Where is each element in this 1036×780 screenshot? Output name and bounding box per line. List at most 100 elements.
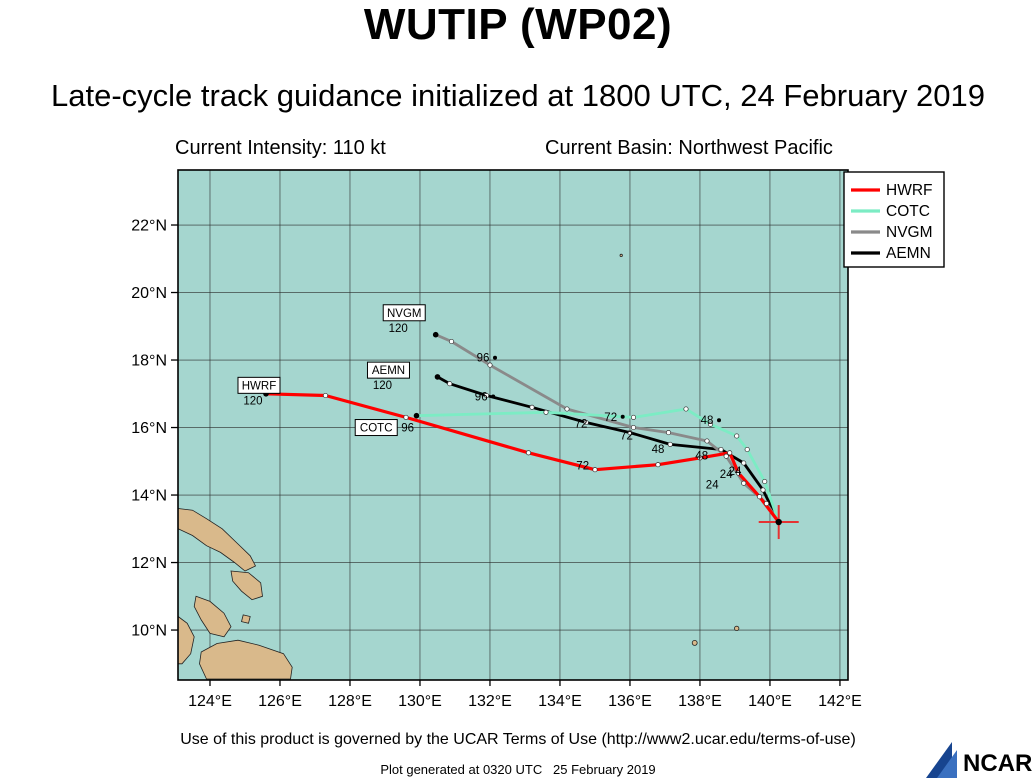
svg-text:48: 48	[652, 444, 665, 456]
track-endpoint-dot	[413, 412, 420, 419]
track-point-dot	[403, 414, 409, 420]
track-point-dot	[487, 362, 493, 368]
track-endpoint-dot	[434, 374, 441, 380]
islet	[734, 625, 740, 631]
track-point-dot	[704, 438, 710, 444]
legend-label: COTC	[886, 203, 930, 220]
x-tick-label: 134°E	[538, 693, 582, 710]
svg-text:HWRF: HWRF	[242, 380, 277, 392]
islet	[691, 639, 698, 646]
legend-label: HWRF	[886, 182, 933, 199]
legend-label: NVGM	[886, 224, 933, 241]
track-point-dot	[718, 446, 724, 453]
svg-text:96: 96	[475, 392, 488, 404]
track-point-dot	[667, 441, 673, 447]
track-point-dot	[727, 450, 733, 456]
track-point-dot	[322, 392, 329, 399]
initial-position-marker	[758, 505, 799, 540]
islet	[619, 253, 623, 258]
plot-border	[177, 169, 849, 681]
svg-text:120: 120	[243, 395, 262, 407]
map-sea	[178, 170, 848, 680]
y-tick-label: 12°N	[131, 555, 167, 572]
x-tick-label: 130°E	[398, 693, 442, 710]
terms-of-use-text: Use of this product is governed by the U…	[180, 731, 856, 748]
svg-text:120: 120	[373, 380, 392, 392]
track-point-dot	[525, 450, 532, 456]
svg-text:96: 96	[401, 423, 414, 435]
track-endpoint-dot	[432, 331, 439, 338]
track-point-dot	[763, 500, 770, 507]
track-point-dot	[592, 467, 598, 473]
x-tick-label: 132°E	[468, 693, 512, 710]
current-intensity-label: Current Intensity: 110 kt	[175, 137, 386, 159]
track-point-dot	[756, 494, 763, 500]
x-tick-label: 136°E	[608, 693, 652, 710]
legend: HWRF COTC NVGM AEMN	[843, 171, 945, 268]
track-point-dot	[630, 424, 637, 431]
track-point-dot	[723, 453, 729, 459]
land-philippines	[177, 253, 740, 680]
track-point-dot	[762, 478, 768, 485]
x-tick-label: 142°E	[818, 693, 862, 710]
svg-text:24: 24	[720, 469, 733, 481]
model-endpoint-labels: HWRF 120 COTC 96 NVGM 120 AEMN 120	[237, 304, 426, 437]
track-point-dot	[665, 430, 672, 436]
track-point-dot	[564, 406, 570, 412]
page-title: WUTIP (WP02)	[363, 0, 673, 49]
track-point-dot	[697, 455, 703, 461]
x-tick-label: 138°E	[678, 693, 722, 710]
track-point-dot	[529, 404, 535, 410]
track-point-dot	[543, 409, 549, 415]
legend-label: AEMN	[886, 245, 931, 262]
x-tick-label: 140°E	[748, 693, 792, 710]
track-point-dot	[744, 446, 750, 453]
track-point-dot	[448, 338, 455, 345]
track-point-dot	[741, 460, 747, 466]
track-point-dot	[735, 470, 742, 476]
current-basin-label: Current Basin: Northwest Pacific	[545, 137, 833, 159]
svg-text:AEMN: AEMN	[372, 365, 405, 377]
track-point-dot	[447, 381, 453, 387]
y-tick-label: 16°N	[131, 420, 167, 437]
track-point-dot	[630, 414, 637, 420]
svg-text:24: 24	[706, 479, 719, 491]
x-tick-label: 128°E	[328, 693, 372, 710]
y-tick-label: 20°N	[131, 285, 167, 302]
gridlines	[178, 170, 848, 680]
svg-text:48: 48	[701, 415, 714, 427]
ncar-logo-text: NCAR	[963, 750, 1032, 777]
svg-text:24: 24	[729, 466, 742, 478]
svg-text:96: 96	[477, 353, 490, 365]
ncar-logo: NCAR	[926, 742, 1032, 778]
y-tick-label: 18°N	[131, 353, 167, 370]
svg-text:72: 72	[575, 419, 588, 431]
track-point-dot	[683, 406, 689, 412]
svg-text:72: 72	[620, 430, 633, 442]
generated-timestamp: Plot generated at 0320 UTC 25 February 2…	[380, 762, 656, 777]
track-point-dot	[707, 421, 714, 427]
x-tick-label: 124°E	[188, 693, 232, 710]
svg-text:48: 48	[695, 451, 708, 463]
track-point-dot	[655, 462, 661, 468]
track-point-dot	[583, 419, 589, 426]
init-time-subtitle: Late-cycle track guidance initialized at…	[51, 78, 985, 113]
svg-text:COTC: COTC	[360, 423, 393, 435]
y-tick-label: 22°N	[131, 218, 167, 235]
y-tick-label: 10°N	[131, 623, 167, 640]
svg-text:NVGM: NVGM	[387, 308, 422, 320]
track-markers	[263, 331, 770, 507]
ncar-logo-icon-inner	[937, 750, 957, 778]
track-point-dot	[627, 430, 633, 436]
track-point-dot	[734, 433, 740, 439]
track-point-dot	[483, 392, 490, 399]
svg-text:120: 120	[389, 323, 408, 335]
x-tick-label: 126°E	[258, 693, 302, 710]
svg-text:72: 72	[576, 461, 589, 473]
track-point-dot	[741, 480, 747, 486]
y-tick-label: 14°N	[131, 488, 167, 505]
svg-text:72: 72	[604, 412, 617, 424]
